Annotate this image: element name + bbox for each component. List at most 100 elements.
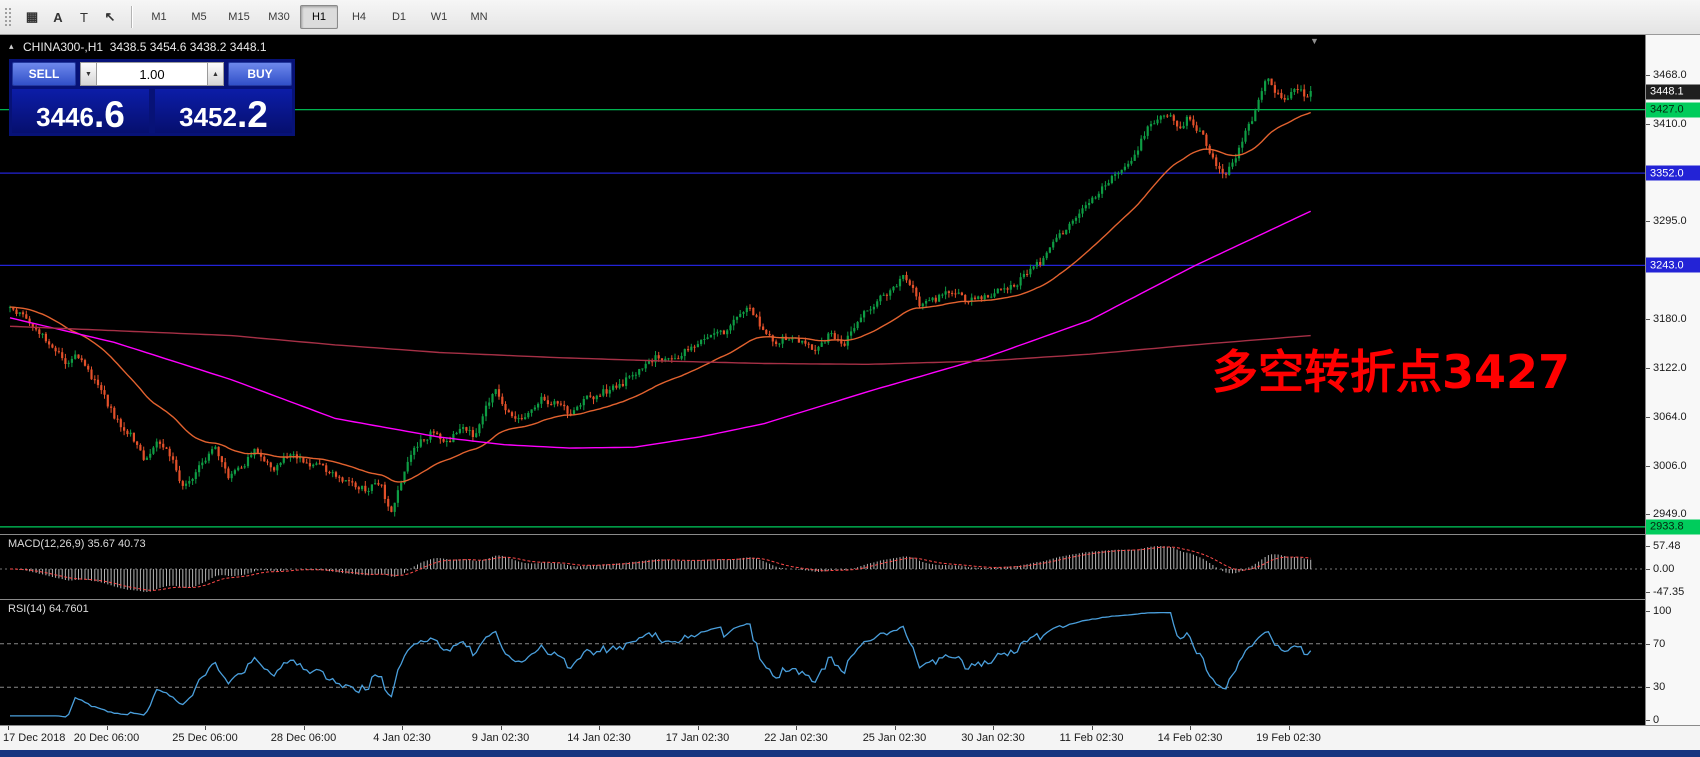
timeframe-button-m1[interactable]: M1 <box>151 11 167 23</box>
scale-tick <box>1646 592 1650 593</box>
timeframe-button-m5[interactable]: M5 <box>191 11 207 23</box>
time-tick <box>993 726 994 730</box>
timeframe-button-d1[interactable]: D1 <box>391 11 407 23</box>
timeframe-button-m30[interactable]: M30 <box>268 11 290 23</box>
macd-scale-label: -47.35 <box>1653 586 1685 598</box>
price-scale-label: 3468.0 <box>1653 69 1687 81</box>
price-badge: 3352.0 <box>1646 165 1700 181</box>
macd-label: MACD(12,26,9) 35.67 40.73 <box>8 538 146 550</box>
time-tick <box>500 726 502 730</box>
one-click-trading-panel: SELL ▼ 1.00 ▲ BUY 3446.6 3452.2 <box>9 59 295 136</box>
scale-tick <box>1646 465 1650 467</box>
price-scale-label: 3006.0 <box>1653 459 1687 472</box>
time-axis-label: 9 Jan 02:30 <box>471 732 530 744</box>
macd-scale-label: 57.48 <box>1653 540 1681 552</box>
text-label-icon[interactable]: T <box>80 9 88 25</box>
time-axis-label: 17 Dec 2018 <box>3 732 66 744</box>
toolbar-grip[interactable] <box>4 7 12 27</box>
scale-tick <box>1646 611 1650 612</box>
volume-increase-button[interactable]: ▲ <box>207 62 224 86</box>
timeframe-buttons: M1 M5 M15 M30 H1 H4 D1 W1 MN <box>140 5 500 29</box>
time-tick <box>1091 726 1093 730</box>
time-axis-label: 14 Jan 02:30 <box>567 732 631 744</box>
price-badge: 3243.0 <box>1646 257 1700 273</box>
rsi-scale-label: 0 <box>1653 714 1660 726</box>
scale-tick <box>1646 569 1650 570</box>
time-axis-label: 25 Jan 02:30 <box>862 732 927 744</box>
time-tick <box>796 726 797 730</box>
scale-tick <box>1646 221 1650 223</box>
scale-tick <box>1646 124 1650 126</box>
macd-scale-label: 0.00 <box>1653 563 1675 575</box>
price-scale-label: 3064.0 <box>1653 410 1687 423</box>
buy-price-pip: .2 <box>236 93 268 135</box>
scale-tick <box>1646 318 1650 320</box>
timeframe-button-mn[interactable]: MN <box>470 11 488 23</box>
price-scale-label: 3122.0 <box>1653 361 1687 374</box>
time-tick <box>697 726 699 730</box>
price-scale-label: 3410.0 <box>1653 118 1687 131</box>
insert-text-icon[interactable]: A <box>53 9 63 25</box>
symbol-ohlc-header: CHINA300-,H1 3438.5 3454.6 3438.2 3448.1 <box>23 40 267 54</box>
buy-price-main: 3452 <box>179 102 237 132</box>
rsi-scale-label: 30 <box>1653 681 1666 694</box>
time-axis-label: 30 Jan 02:30 <box>961 732 1025 744</box>
time-axis-label: 28 Dec 06:00 <box>270 732 337 744</box>
time-tick <box>1288 726 1290 730</box>
price-badge: 3448.1 <box>1646 84 1700 100</box>
time-tick <box>894 726 896 730</box>
rsi-label: RSI(14) 64.7601 <box>8 603 89 615</box>
timeframe-button-h4[interactable]: H4 <box>351 11 367 23</box>
buy-button[interactable]: BUY <box>228 62 292 86</box>
price-badge: 2933.8 <box>1646 519 1700 535</box>
time-axis-label: 4 Jan 02:30 <box>373 732 431 744</box>
chart-tools-group: ▦ A T ↖ <box>19 5 123 29</box>
volume-control: ▼ 1.00 ▲ <box>80 62 224 86</box>
market-watch-icon[interactable]: ▦ <box>25 9 39 24</box>
app-toolbar: ▦ A T ↖ M1 M5 M15 M30 H1 H4 D1 W1 MN <box>0 0 1700 35</box>
scale-tick <box>1646 367 1650 369</box>
time-tick <box>205 726 206 730</box>
time-axis-label: 25 Dec 06:00 <box>172 732 238 744</box>
time-tick <box>8 726 9 730</box>
scale-tick <box>1646 720 1650 721</box>
price-badge: 3427.0 <box>1646 102 1700 118</box>
rsi-scale-label: 70 <box>1653 637 1666 650</box>
scale-tick <box>1646 546 1650 547</box>
volume-decrease-button[interactable]: ▼ <box>80 62 97 86</box>
scale-tick <box>1646 687 1650 689</box>
sell-button[interactable]: SELL <box>12 62 76 86</box>
sell-price-main: 3446 <box>36 102 94 132</box>
drawing-tools-icon[interactable]: ↖ <box>104 9 116 24</box>
sell-price-pip: .6 <box>93 93 125 135</box>
timeframe-button-w1[interactable]: W1 <box>430 11 448 23</box>
taskbar-strip <box>0 750 1700 757</box>
chart-shift-marker-icon: ▼ <box>1310 36 1319 46</box>
volume-input[interactable]: 1.00 <box>97 62 207 86</box>
time-tick <box>599 726 600 730</box>
price-scale[interactable]: 3468.0 3410.0 3295.0 3180.0 3122.0 3064.0 3006… <box>1646 35 1700 726</box>
time-tick <box>402 726 403 730</box>
scale-tick <box>1646 416 1650 418</box>
time-tick <box>303 726 305 730</box>
buy-price-display[interactable]: 3452.2 <box>155 89 292 133</box>
timeframe-button-m15[interactable]: M15 <box>228 11 250 23</box>
time-tick <box>1190 726 1191 730</box>
time-axis-label: 14 Feb 02:30 <box>1157 732 1223 744</box>
time-axis-label: 20 Dec 06:00 <box>73 732 140 744</box>
time-axis-label: 22 Jan 02:30 <box>764 732 828 744</box>
time-axis[interactable]: 17 Dec 2018 20 Dec 06:00 25 Dec 06:00 28 De… <box>0 725 1700 750</box>
time-axis-label: 19 Feb 02:30 <box>1256 732 1321 744</box>
time-axis-label: 11 Feb 02:30 <box>1059 732 1124 744</box>
one-click-panel-toggle-icon[interactable]: ▴ <box>9 41 14 51</box>
price-scale-label: 2949.0 <box>1653 508 1687 521</box>
time-axis-label: 17 Jan 02:30 <box>665 732 730 744</box>
toolbar-separator <box>131 6 132 28</box>
price-scale-label: 3180.0 <box>1653 312 1687 325</box>
sell-price-display[interactable]: 3446.6 <box>12 89 149 133</box>
price-scale-label: 3295.0 <box>1653 215 1687 228</box>
timeframe-button-h1[interactable]: H1 <box>300 5 338 29</box>
rsi-scale-label: 100 <box>1653 605 1672 617</box>
scale-tick <box>1646 643 1650 645</box>
scale-tick <box>1646 75 1650 76</box>
